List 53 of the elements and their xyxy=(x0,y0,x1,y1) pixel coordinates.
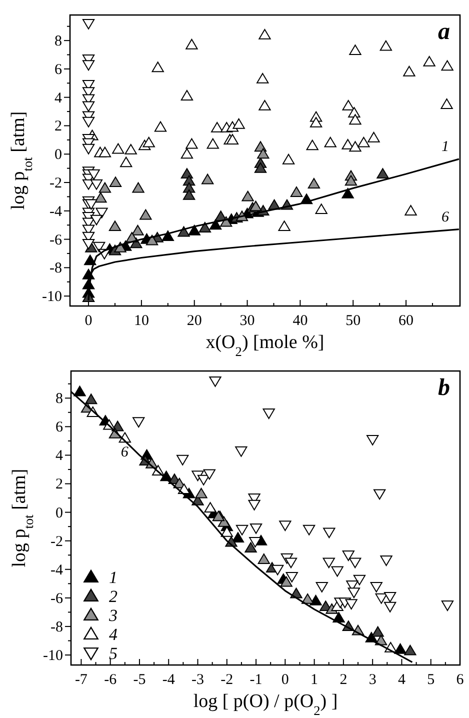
legend-label: 3 xyxy=(108,606,118,625)
x-tick-label: 0 xyxy=(281,672,289,688)
y-tick-label: 4 xyxy=(56,448,64,464)
y-tick-label: 0 xyxy=(54,147,62,164)
x-tick-label: -7 xyxy=(74,672,88,688)
x-tick-label: -1 xyxy=(250,672,262,688)
chart-title: a xyxy=(438,19,450,45)
x-tick-label: 2 xyxy=(340,672,348,688)
x-tick-label: 6 xyxy=(456,672,464,688)
y-tick-label: -4 xyxy=(50,562,64,578)
x-axis-title: x(O$_{2}$) [mole %] xyxy=(206,332,324,358)
legend-label: 1 xyxy=(109,568,118,587)
x-tick-label: 4 xyxy=(398,672,406,688)
y-tick-label: 8 xyxy=(54,34,62,50)
y-tick-label: 4 xyxy=(54,90,62,106)
x-tick-label: 5 xyxy=(427,672,435,688)
y-tick-label: -8 xyxy=(50,619,63,636)
y-tick-label: 6 xyxy=(54,62,62,78)
x-axis-title: log [ p(O) / p(O$_{2}$) ] xyxy=(193,691,338,718)
y-tick-label: -10 xyxy=(43,648,63,664)
x-tick-label: 0 xyxy=(84,313,92,329)
series-label: 6 xyxy=(441,209,450,226)
y-tick-label: -10 xyxy=(42,289,62,306)
series-label: 1 xyxy=(441,139,449,156)
y-tick-label: 0 xyxy=(56,505,63,522)
legend-label: 5 xyxy=(109,644,118,663)
series-label: 6 xyxy=(120,444,129,461)
chart-title: b xyxy=(438,375,450,401)
legend-label: 4 xyxy=(109,625,118,644)
y-tick-label: -2 xyxy=(50,176,62,192)
x-tick-label: 10 xyxy=(134,313,149,329)
y-tick-label: -4 xyxy=(50,204,62,220)
x-tick-label: -3 xyxy=(192,672,204,688)
x-tick-label: -4 xyxy=(162,672,176,688)
x-tick-label: -2 xyxy=(220,672,234,688)
x-tick-label: -5 xyxy=(133,672,146,688)
y-tick-label: 2 xyxy=(56,476,63,493)
x-tick-label: 50 xyxy=(346,313,361,329)
legend-label: 2 xyxy=(109,587,118,606)
x-tick-label: 20 xyxy=(186,313,202,329)
y-tick-label: -6 xyxy=(50,590,64,607)
y-tick-label: -2 xyxy=(50,534,63,550)
y-tick-label: -6 xyxy=(50,232,62,248)
x-tick-label: 3 xyxy=(368,672,376,688)
y-tick-label: 2 xyxy=(54,118,62,135)
y-tick-label: 6 xyxy=(56,420,64,436)
y-tick-label: 8 xyxy=(56,391,63,408)
x-tick-label: 30 xyxy=(240,313,255,329)
x-tick-label: 60 xyxy=(398,313,414,329)
y-tick-label: -8 xyxy=(50,260,62,277)
x-tick-label: 1 xyxy=(310,672,318,688)
x-tick-label: -6 xyxy=(104,672,118,688)
x-tick-label: 40 xyxy=(292,313,308,329)
